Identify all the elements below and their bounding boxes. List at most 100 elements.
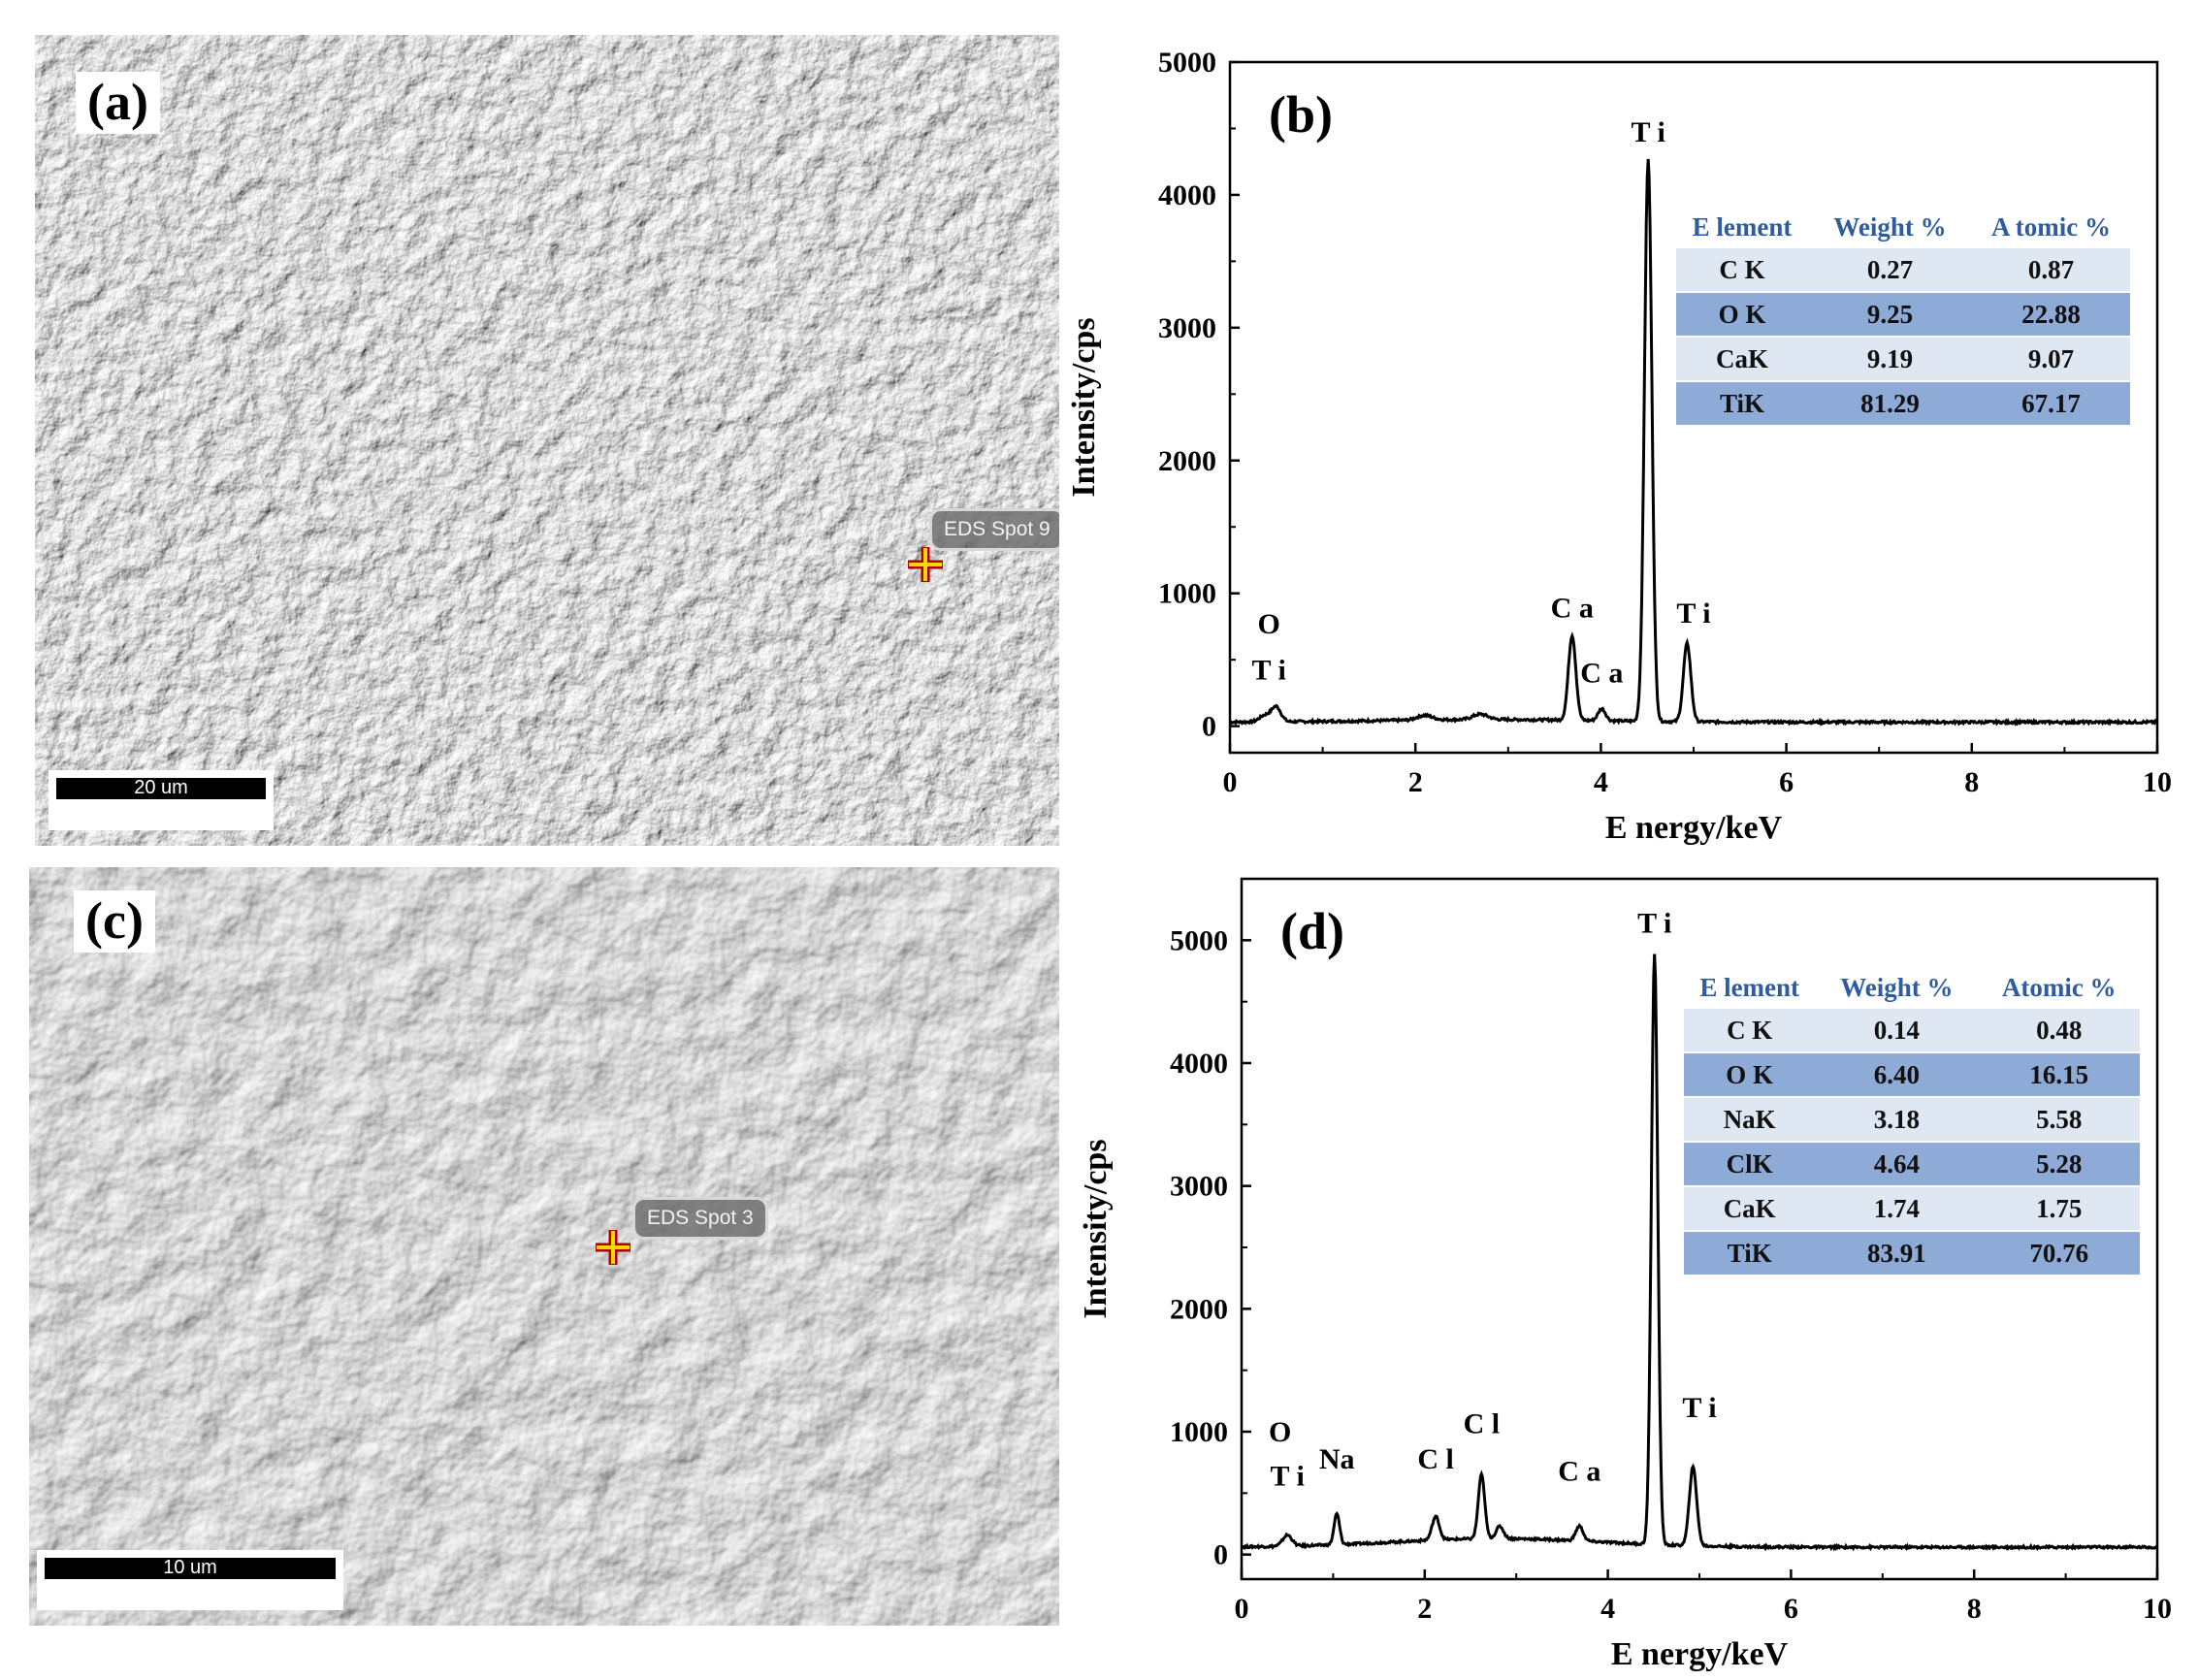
table-row: CaK 1.74 1.75 [1684, 1185, 2140, 1231]
x-tick-label: 0 [1223, 766, 1238, 798]
cell-atomic: 9.07 [1972, 336, 2130, 381]
cell-atomic: 0.48 [1978, 1009, 2140, 1052]
cell-element: C K [1684, 1009, 1816, 1052]
y-tick-label: 0 [1202, 711, 1216, 743]
panel-label: (b) [1269, 85, 1333, 144]
peak-label: T i [1271, 1461, 1305, 1493]
x-tick-label: 2 [1417, 1593, 1432, 1625]
eds-spectrum-chart-b: 0 2 4 6 8 10 0 1000 2000 3000 4000 5000 E nergy/keV I… [1066, 47, 2172, 846]
composition-table-d: E lement Weight % Atomic % C K 0.14 0.48… [1684, 966, 2140, 1275]
cell-weight: 4.64 [1815, 1141, 1979, 1186]
peak-label: C a [1580, 657, 1623, 689]
spectrum-series-line [1240, 953, 2158, 1552]
peak-label: T i [1631, 116, 1665, 148]
cell-weight: 83.91 [1815, 1230, 1979, 1275]
crosshair-icon [908, 547, 943, 582]
cell-atomic: 1.75 [1978, 1185, 2140, 1231]
scale-bar-c: 10 um [37, 1550, 343, 1610]
y-tick-label: 1000 [1170, 1416, 1228, 1448]
cell-atomic: 16.15 [1978, 1051, 2140, 1097]
peak-label: O [1269, 1416, 1291, 1448]
cell-atomic: 22.88 [1972, 291, 2130, 337]
crosshair-icon [596, 1230, 630, 1265]
peak-label: C l [1417, 1443, 1454, 1475]
cell-weight: 0.14 [1815, 1009, 1979, 1052]
cell-weight: 81.29 [1807, 380, 1973, 425]
cell-element: CaK [1684, 1185, 1816, 1231]
x-axis-label: E nergy/keV [1605, 810, 1783, 846]
peak-label: T i [1682, 1392, 1716, 1424]
cell-weight: 3.18 [1815, 1096, 1979, 1142]
table-row: NaK 3.18 5.58 [1684, 1096, 2140, 1142]
y-tick-label: 4000 [1158, 179, 1216, 211]
peak-label: C l [1464, 1407, 1501, 1439]
sem-texture-a [35, 35, 1059, 846]
peak-label: T i [1637, 908, 1671, 940]
y-tick-label: 1000 [1158, 578, 1216, 610]
cell-atomic: 5.58 [1978, 1096, 2140, 1142]
table-row: O K 9.25 22.88 [1676, 291, 2130, 337]
x-tick-label: 0 [1235, 1593, 1249, 1625]
x-tick-label: 2 [1408, 766, 1423, 798]
cell-element: O K [1684, 1051, 1816, 1097]
table-row: CaK 9.19 9.07 [1676, 336, 2130, 381]
cell-weight: 0.27 [1807, 248, 1973, 292]
x-tick-label: 6 [1784, 1593, 1798, 1625]
sem-image-a: (a) 20 um EDS Spot 9 [35, 35, 1059, 846]
x-tick-label: 8 [1967, 1593, 1982, 1625]
spectrum-series-line [1229, 158, 2159, 727]
x-tick-label: 8 [1964, 766, 1979, 798]
table-row: O K 6.40 16.15 [1684, 1051, 2140, 1097]
table-row: ClK 4.64 5.28 [1684, 1141, 2140, 1186]
y-tick-label: 0 [1213, 1539, 1228, 1571]
cell-element: CaK [1676, 336, 1808, 381]
sem-texture-c [29, 867, 1059, 1626]
cell-weight: 6.40 [1815, 1051, 1979, 1097]
cell-weight: 9.19 [1807, 336, 1973, 381]
cell-element: ClK [1684, 1141, 1816, 1186]
table-row: TiK 81.29 67.17 [1676, 380, 2130, 425]
peak-label: O [1257, 608, 1279, 640]
cell-element: NaK [1684, 1096, 1816, 1142]
cell-atomic: 5.28 [1978, 1141, 2140, 1186]
x-tick-label: 4 [1600, 1593, 1615, 1625]
eds-spot-label-a: EDS Spot 9 [929, 508, 1059, 551]
scale-bar-text-a: 20 um [134, 777, 188, 798]
cell-element: TiK [1676, 380, 1808, 425]
table-row: C K 0.14 0.48 [1684, 1009, 2140, 1052]
scale-bar-line-c [45, 1558, 336, 1579]
x-tick-label: 4 [1594, 766, 1608, 798]
y-axis-label: Intensity/cps [1078, 1139, 1114, 1318]
y-tick-label: 2000 [1158, 445, 1216, 477]
x-tick-label: 10 [2143, 1593, 2172, 1625]
y-axis-label: Intensity/cps [1066, 317, 1102, 497]
sem-image-c: (c) 10 um EDS Spot 3 [29, 867, 1059, 1626]
cell-element: O K [1676, 291, 1808, 337]
cell-atomic: 67.17 [1972, 380, 2130, 425]
scale-bar-text-c: 10 um [163, 1557, 217, 1578]
y-tick-label: 4000 [1170, 1048, 1228, 1080]
y-tick-label: 5000 [1170, 924, 1228, 956]
y-tick-label: 2000 [1170, 1293, 1228, 1325]
table-row: TiK 83.91 70.76 [1684, 1230, 2140, 1275]
header-weight: Weight % [1815, 966, 1979, 1009]
scale-bar-a: 20 um [48, 770, 274, 830]
header-element: E lement [1684, 966, 1816, 1009]
scale-bar-line-a [56, 778, 266, 799]
panel-label-a: (a) [76, 72, 160, 134]
cell-weight: 9.25 [1807, 291, 1973, 337]
panel-label: (d) [1280, 902, 1344, 960]
x-axis-label: E nergy/keV [1611, 1636, 1789, 1672]
peak-label: C a [1551, 592, 1594, 624]
x-tick-label: 10 [2143, 766, 2172, 798]
header-element: E lement [1676, 206, 1808, 248]
peak-label: T i [1251, 655, 1285, 687]
cell-element: TiK [1684, 1230, 1816, 1275]
x-tick-label: 6 [1779, 766, 1794, 798]
panel-label-c: (c) [74, 890, 155, 953]
y-tick-label: 3000 [1158, 312, 1216, 344]
peak-label: T i [1676, 598, 1710, 630]
table-row: C K 0.27 0.87 [1676, 248, 2130, 292]
table-header-row: E lement Weight % A tomic % [1676, 206, 2130, 248]
